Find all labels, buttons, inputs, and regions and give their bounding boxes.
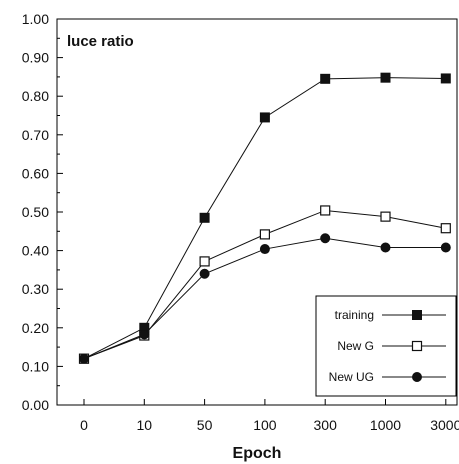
y-tick-label: 0.30	[22, 281, 49, 297]
series-new-ug	[79, 233, 451, 364]
data-point	[320, 233, 331, 244]
y-tick-label: 0.80	[22, 88, 49, 104]
x-axis: 0 10 50 100 300 1000 3000	[80, 399, 459, 433]
legend-marker	[412, 372, 422, 382]
data-point	[199, 256, 210, 267]
x-tick-label: 10	[137, 417, 153, 433]
data-point	[320, 73, 331, 84]
x-axis-title: Epoch	[233, 445, 282, 462]
x-tick-label: 100	[253, 417, 277, 433]
y-tick-label: 0.70	[22, 127, 49, 143]
data-point	[440, 73, 451, 84]
legend-label: training	[335, 308, 374, 322]
data-point	[199, 268, 210, 279]
y-tick-label: 0.90	[22, 50, 49, 66]
data-point	[320, 205, 331, 216]
data-point	[440, 242, 451, 253]
y-tick-label: 0.20	[22, 320, 49, 336]
data-point	[440, 223, 451, 234]
legend-marker	[412, 310, 422, 320]
y-tick-label: 0.10	[22, 358, 49, 374]
data-point	[139, 329, 150, 340]
series-training	[79, 72, 451, 364]
legend-marker	[411, 340, 423, 352]
data-point	[380, 242, 391, 253]
y-tick-label: 0.50	[22, 204, 49, 220]
inner-title: luce ratio	[67, 33, 134, 50]
x-tick-label: 50	[197, 417, 213, 433]
y-tick-label: 0.40	[22, 243, 49, 259]
series-layer	[78, 72, 451, 364]
legend: training New G New UG	[315, 295, 457, 397]
x-tick-label: 1000	[370, 417, 401, 433]
legend-label: New G	[337, 339, 374, 353]
x-tick-label: 300	[314, 417, 338, 433]
data-point	[259, 244, 270, 255]
data-point	[259, 229, 270, 240]
data-point	[79, 353, 89, 364]
y-tick-label: 0.00	[22, 397, 49, 413]
x-tick-label: 3000	[430, 417, 459, 433]
data-point	[199, 212, 210, 223]
y-tick-label: 1.00	[22, 11, 49, 27]
data-point	[380, 211, 391, 222]
x-tick-label: 0	[80, 417, 88, 433]
y-tick-label: 0.60	[22, 165, 49, 181]
legend-label: New UG	[329, 370, 374, 384]
data-point	[259, 112, 270, 123]
y-axis: 0.00 0.10 0.20 0.30 0.40 0.50 0.60 0.70 0.80 0.90…	[22, 11, 63, 413]
data-point	[380, 72, 391, 83]
